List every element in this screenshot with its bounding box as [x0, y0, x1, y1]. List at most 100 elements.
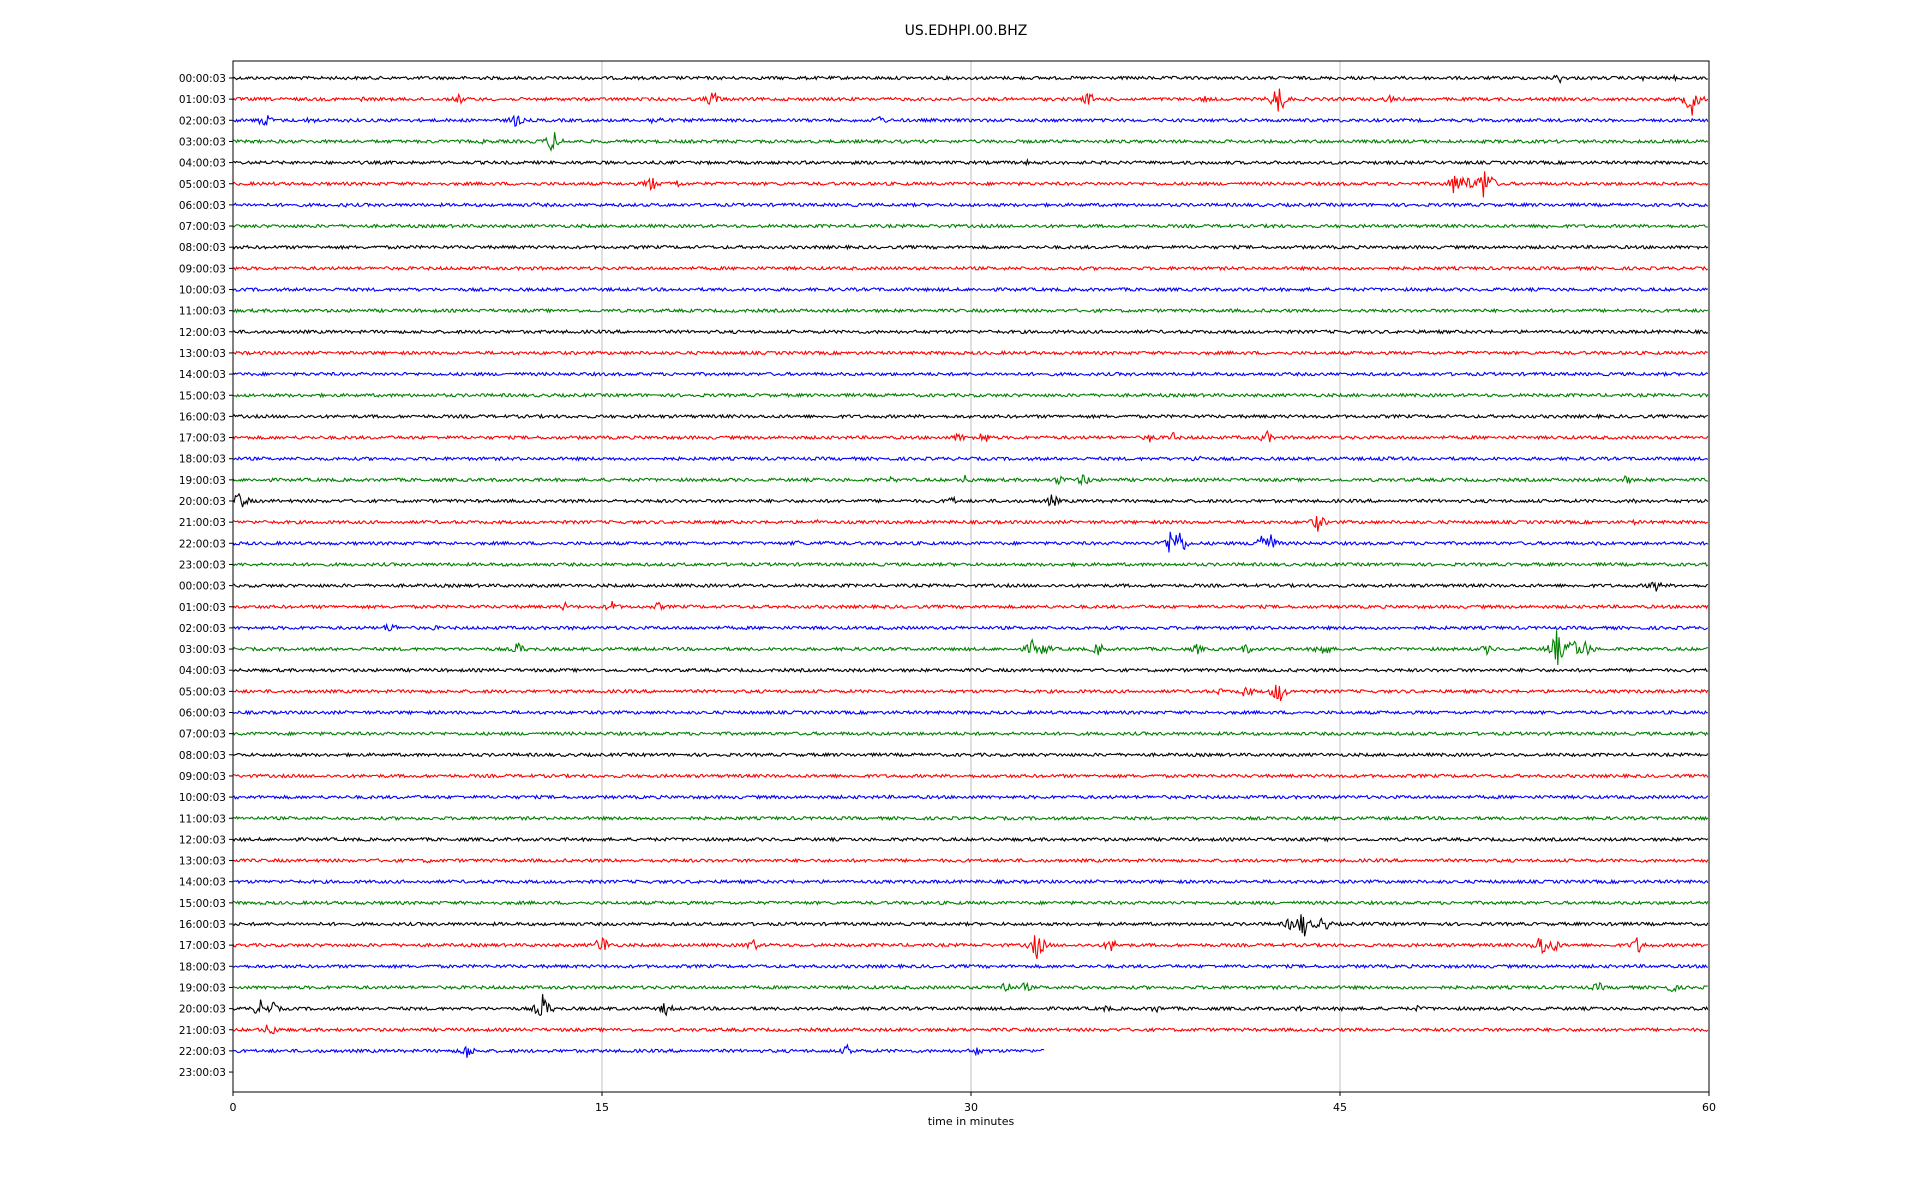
y-tick-label: 10:00:03 — [179, 285, 226, 297]
y-tick-label: 12:00:03 — [179, 834, 226, 846]
y-axis-ticks: 00:00:03 01:00:03 02:00:03 03:00:03 04:00:03… — [179, 73, 233, 1079]
y-tick-label: 15:00:03 — [179, 390, 226, 402]
y-tick-label: 20:00:03 — [179, 496, 226, 508]
y-tick-label: 09:00:03 — [179, 771, 226, 783]
y-tick-label: 04:00:03 — [179, 665, 226, 677]
y-tick-label: 18:00:03 — [179, 454, 226, 466]
trace-row-3 — [232, 132, 1709, 152]
trace-row-9 — [232, 265, 1709, 272]
y-tick-label: 21:00:03 — [179, 1025, 226, 1037]
y-tick-label: 07:00:03 — [179, 729, 226, 741]
trace-row-35 — [232, 815, 1709, 822]
y-tick-label: 20:00:03 — [179, 1004, 226, 1016]
trace-layer — [232, 73, 1709, 1058]
y-tick-label: 09:00:03 — [179, 263, 226, 275]
trace-row-33 — [232, 772, 1709, 780]
y-tick-label: 00:00:03 — [179, 73, 226, 85]
trace-row-27 — [232, 630, 1708, 666]
y-tick-label: 13:00:03 — [179, 348, 226, 360]
trace-row-5 — [232, 171, 1709, 198]
y-tick-label: 08:00:03 — [179, 750, 226, 762]
y-tick-label: 22:00:03 — [179, 538, 226, 550]
trace-row-31 — [232, 730, 1709, 737]
y-tick-label: 16:00:03 — [179, 919, 226, 931]
trace-row-20 — [232, 492, 1709, 508]
y-tick-label: 03:00:03 — [179, 136, 226, 148]
y-tick-label: 01:00:03 — [179, 94, 226, 106]
y-tick-label: 13:00:03 — [179, 856, 226, 868]
trace-row-36 — [232, 836, 1709, 843]
y-tick-label: 12:00:03 — [179, 327, 226, 339]
y-tick-label: 22:00:03 — [179, 1046, 226, 1058]
y-tick-label: 11:00:03 — [179, 306, 226, 318]
y-tick-label: 19:00:03 — [179, 982, 226, 994]
trace-row-25 — [232, 600, 1709, 612]
trace-row-37 — [232, 857, 1709, 864]
x-tick-label: 45 — [1333, 1101, 1347, 1114]
trace-row-13 — [232, 350, 1708, 356]
x-axis-label: time in minutes — [928, 1115, 1015, 1128]
trace-row-19 — [232, 474, 1708, 486]
y-tick-label: 04:00:03 — [179, 158, 226, 170]
trace-row-23 — [232, 561, 1709, 568]
trace-row-46 — [232, 1043, 1045, 1058]
y-tick-label: 01:00:03 — [179, 602, 226, 614]
trace-row-34 — [232, 794, 1709, 800]
y-tick-label: 17:00:03 — [179, 433, 226, 445]
y-tick-label: 02:00:03 — [179, 115, 226, 127]
y-tick-label: 17:00:03 — [179, 940, 226, 952]
y-tick-label: 23:00:03 — [179, 1067, 226, 1079]
trace-row-0 — [232, 73, 1708, 85]
trace-row-2 — [232, 114, 1709, 127]
y-tick-label: 06:00:03 — [179, 200, 226, 212]
y-tick-label: 03:00:03 — [179, 644, 226, 656]
trace-row-32 — [232, 751, 1709, 758]
y-tick-label: 19:00:03 — [179, 475, 226, 487]
y-tick-label: 15:00:03 — [179, 898, 226, 910]
trace-row-15 — [232, 392, 1709, 399]
trace-row-38 — [233, 878, 1709, 885]
trace-row-30 — [232, 709, 1708, 716]
trace-row-22 — [232, 531, 1709, 553]
x-tick-label: 60 — [1702, 1101, 1716, 1114]
y-tick-label: 14:00:03 — [179, 877, 226, 889]
trace-row-12 — [232, 328, 1709, 335]
grid-lines — [601, 61, 1341, 1092]
y-tick-label: 02:00:03 — [179, 623, 226, 635]
x-tick-label: 15 — [595, 1101, 609, 1114]
y-tick-label: 23:00:03 — [179, 559, 226, 571]
trace-row-29 — [232, 684, 1709, 702]
trace-row-17 — [232, 429, 1709, 443]
y-tick-label: 00:00:03 — [179, 581, 226, 593]
x-axis-ticks: 0 15 30 45 60 — [230, 1092, 1716, 1114]
y-tick-label: 16:00:03 — [179, 411, 226, 423]
trace-row-14 — [232, 371, 1709, 378]
y-tick-label: 21:00:03 — [179, 517, 226, 529]
trace-row-16 — [232, 413, 1709, 420]
trace-row-6 — [232, 201, 1709, 208]
trace-row-8 — [232, 244, 1709, 251]
chart-title: US.EDHPI.00.BHZ — [905, 23, 1028, 39]
trace-row-39 — [232, 899, 1709, 906]
trace-row-45 — [232, 1024, 1709, 1035]
trace-row-1 — [232, 88, 1709, 116]
trace-row-41 — [232, 935, 1709, 960]
y-tick-label: 05:00:03 — [179, 686, 226, 698]
trace-row-26 — [232, 622, 1709, 632]
trace-row-28 — [232, 667, 1708, 674]
y-tick-label: 18:00:03 — [179, 961, 226, 973]
trace-row-7 — [232, 223, 1708, 230]
y-tick-label: 06:00:03 — [179, 708, 226, 720]
y-tick-label: 07:00:03 — [179, 221, 226, 233]
trace-row-18 — [232, 455, 1709, 462]
y-tick-label: 05:00:03 — [179, 179, 226, 191]
x-tick-label: 30 — [964, 1101, 978, 1114]
y-tick-label: 11:00:03 — [179, 813, 226, 825]
trace-row-4 — [232, 157, 1709, 167]
trace-row-24 — [232, 581, 1709, 592]
trace-row-42 — [232, 963, 1709, 970]
trace-row-21 — [232, 515, 1709, 532]
trace-row-44 — [232, 994, 1709, 1017]
x-tick-label: 0 — [230, 1101, 237, 1114]
